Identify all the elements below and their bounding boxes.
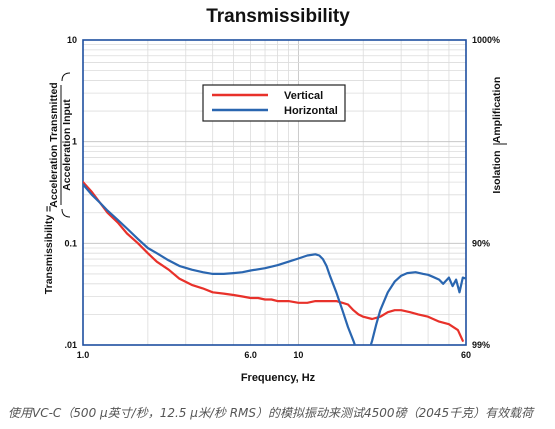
x-tick-label: 1.0: [77, 350, 90, 360]
figure-caption: 使用VC-C（500 μ英寸/秒，12.5 μ米/秒 RMS）的模拟振动来测试4…: [8, 406, 534, 420]
y-tick-label: .01: [64, 340, 77, 350]
series-lines: [83, 181, 466, 345]
y-tick-label: 1: [72, 137, 77, 147]
right-label-amplification: Amplification: [491, 77, 503, 144]
x-axis-label: Frequency, Hz: [241, 372, 316, 384]
y-axis-prefix: Transmissibility =: [43, 206, 55, 294]
y-tick-label: 10: [67, 35, 77, 45]
y-axis-bracket: [61, 72, 71, 218]
x-tick-label: 60: [461, 350, 471, 360]
right-label-isolation: Isolation: [491, 150, 503, 193]
legend-label-vertical: Vertical: [284, 90, 323, 102]
legend-box: [202, 84, 346, 122]
y-axis-denominator: Acceleration Input: [61, 99, 73, 191]
series-line-horizontal: [83, 183, 466, 345]
right-axis-labels: Amplification Isolation: [491, 77, 507, 194]
x-tick-label: 6.0: [244, 350, 257, 360]
y-axis-label: Transmissibility = Acceleration Transmit…: [43, 72, 73, 294]
x-tick-label: 10: [293, 350, 303, 360]
transmissibility-chart: Transmissibility 1.0 6.0 10 60 10 1 0.1 .01 1000…: [43, 6, 507, 384]
legend: Vertical Horizontal: [202, 84, 346, 122]
right-tick-label: 90%: [472, 238, 490, 248]
y-axis-numerator: Acceleration Transmitted: [48, 82, 60, 207]
plot-frame: [82, 39, 467, 346]
legend-label-horizontal: Horizontal: [284, 105, 338, 117]
tick-labels: 1.0 6.0 10 60 10 1 0.1 .01 1000% 90% 99%: [64, 35, 500, 360]
chart-title: Transmissibility: [206, 6, 350, 27]
y-tick-label: 0.1: [64, 238, 77, 248]
right-tick-label: 99%: [472, 340, 490, 350]
right-tick-label: 1000%: [472, 35, 500, 45]
series-line-vertical: [83, 181, 464, 342]
